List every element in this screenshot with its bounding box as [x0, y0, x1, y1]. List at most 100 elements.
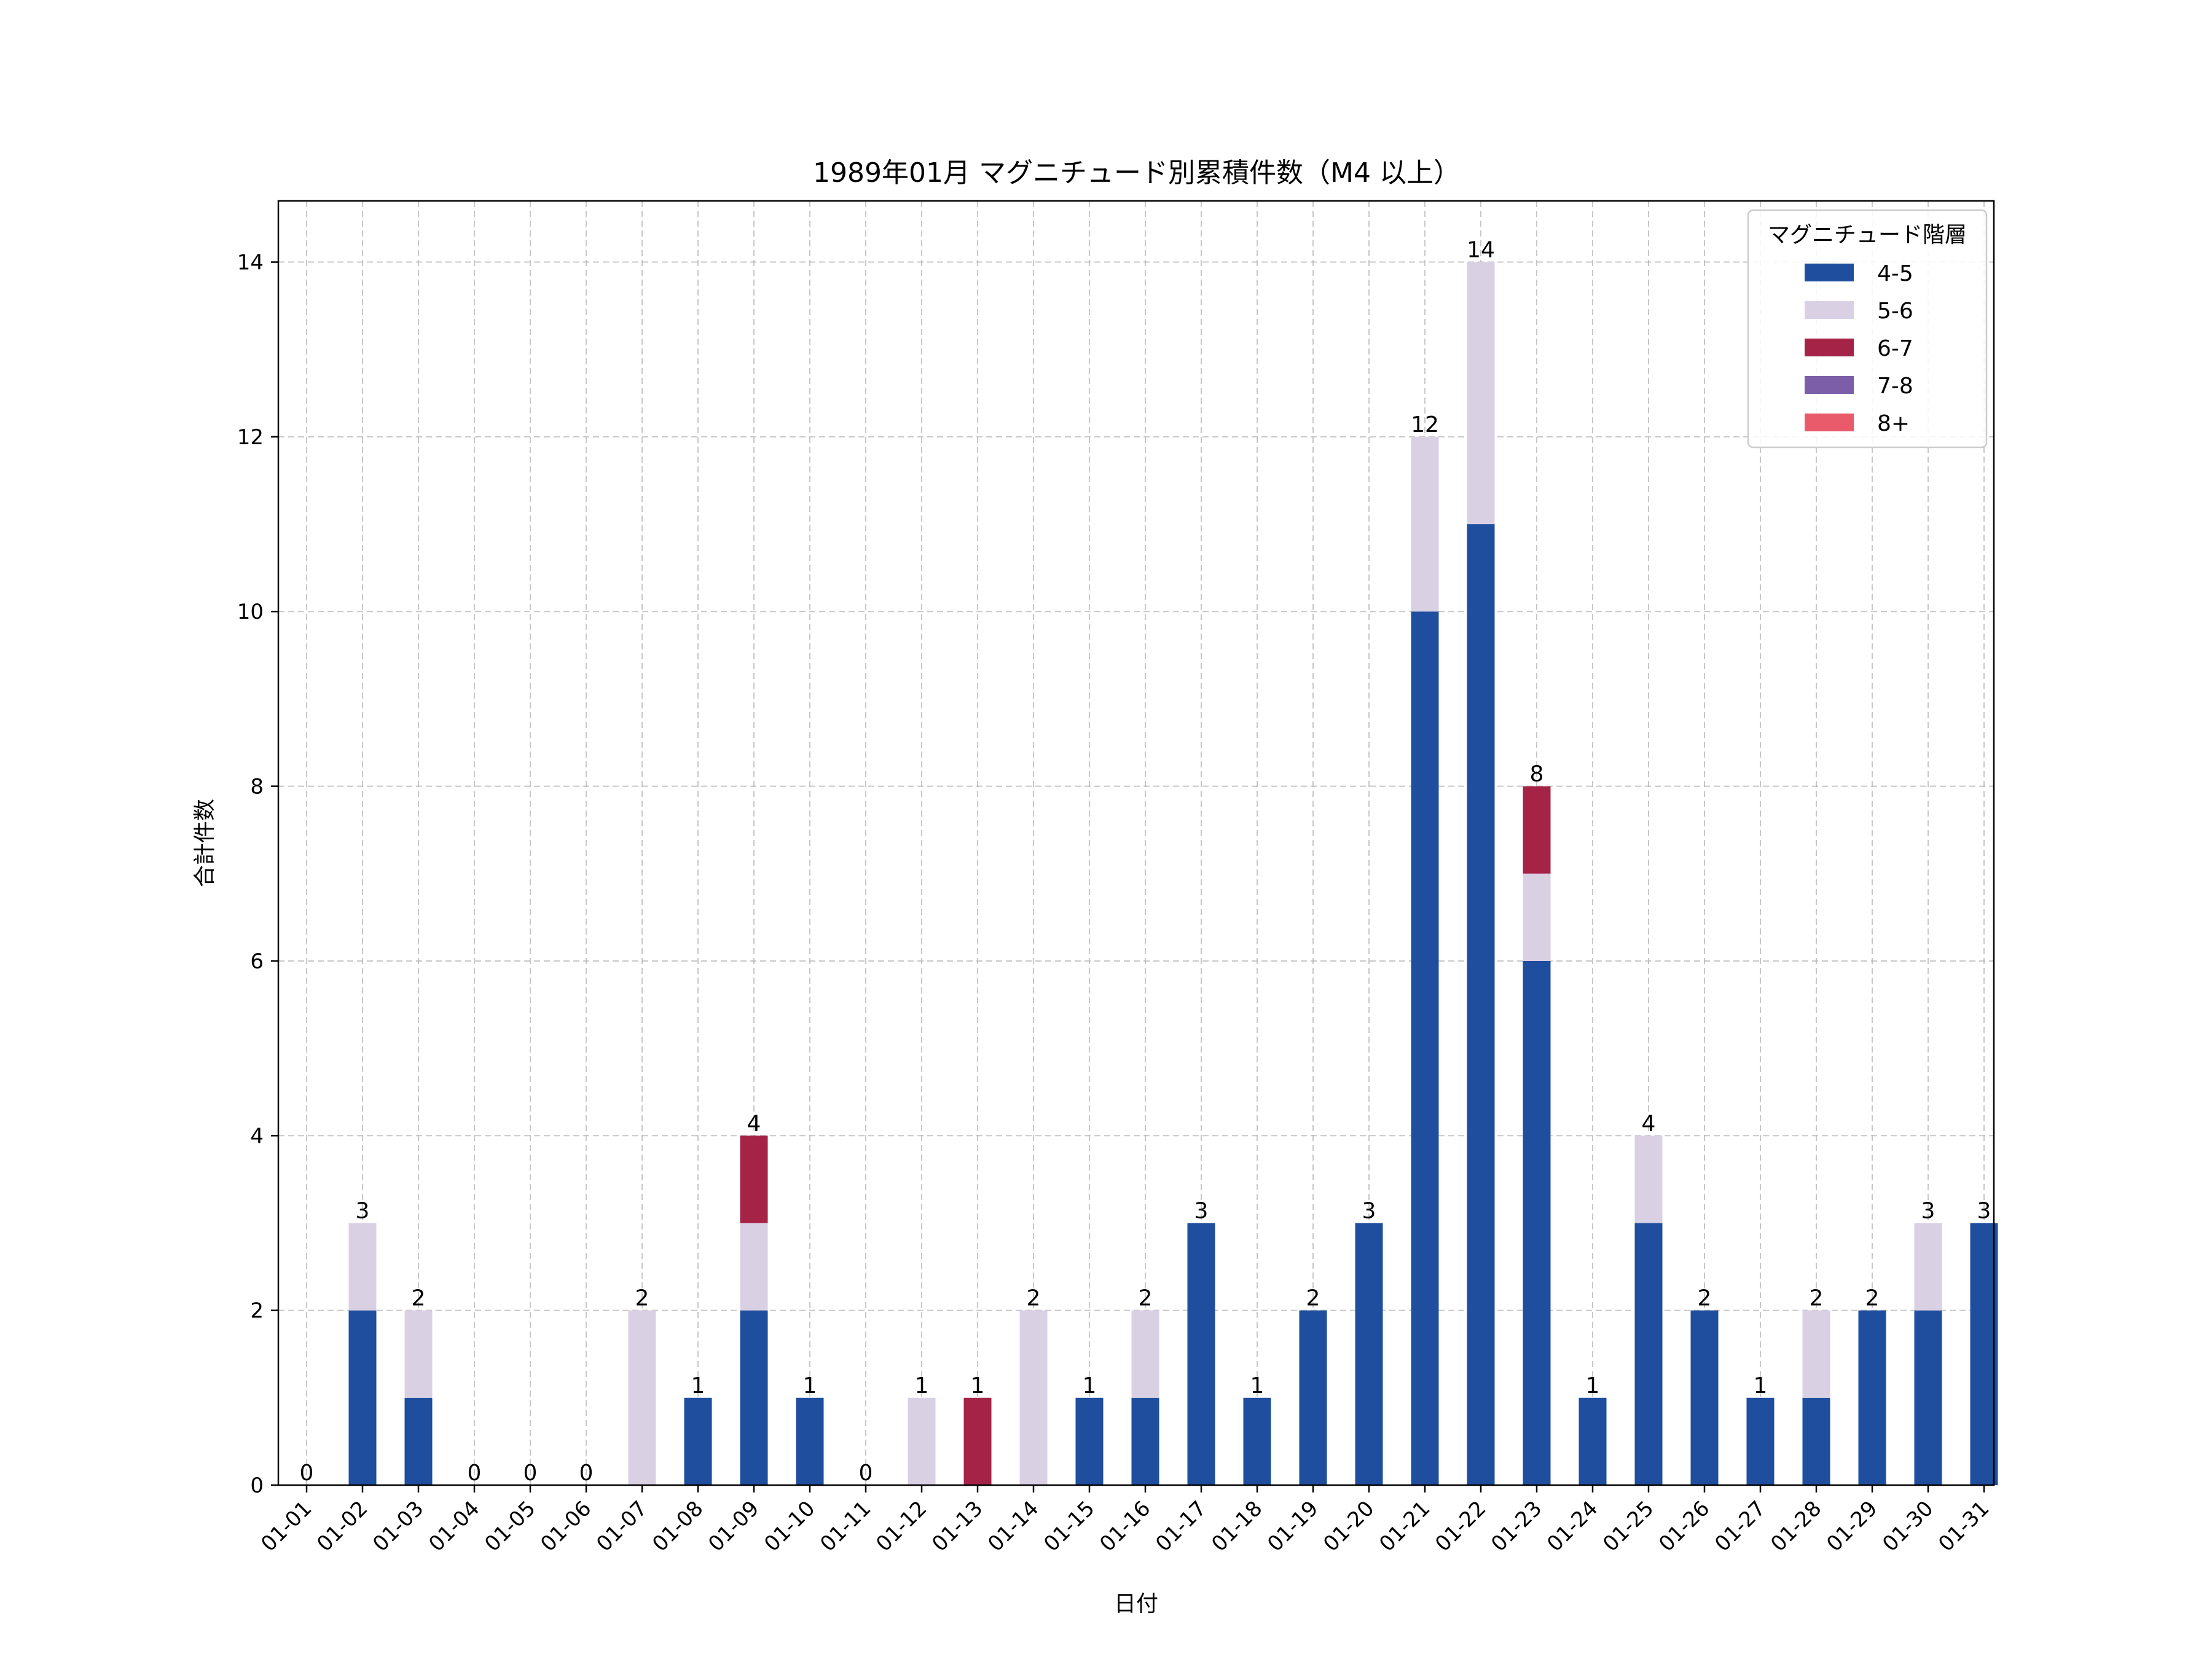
y-tick-label: 10	[237, 600, 264, 624]
bar-segment	[1411, 436, 1439, 612]
x-tick-label: 01-15	[1039, 1496, 1099, 1556]
value-label: 1	[971, 1373, 985, 1398]
x-tick-label: 01-28	[1766, 1496, 1826, 1556]
legend-label: 6-7	[1877, 336, 1913, 361]
value-label: 12	[1411, 412, 1439, 437]
value-label: 0	[524, 1461, 538, 1486]
y-axis: 0 2 4 6 8 10 12 14	[237, 251, 278, 1498]
x-tick-label: 01-08	[648, 1496, 708, 1556]
bar-segment	[1634, 1135, 1663, 1223]
value-label: 0	[579, 1461, 594, 1486]
legend-swatch	[1805, 264, 1854, 281]
value-label: 1	[803, 1373, 817, 1398]
x-tick-label: 01-03	[368, 1496, 428, 1556]
bar-segment	[740, 1310, 768, 1485]
value-label: 3	[1921, 1198, 1936, 1223]
bar-segment	[1802, 1310, 1830, 1398]
value-label: 2	[635, 1286, 649, 1311]
value-label: 1	[915, 1373, 929, 1398]
bars	[348, 262, 1998, 1486]
value-label: 4	[747, 1111, 761, 1136]
grid	[278, 201, 1994, 1486]
legend-label: 8+	[1877, 411, 1910, 436]
bar-segment	[348, 1223, 377, 1311]
bar-segment	[404, 1397, 433, 1485]
x-tick-label: 01-01	[256, 1496, 316, 1556]
bar-segment	[1131, 1397, 1159, 1485]
bar-segment	[1690, 1310, 1719, 1485]
value-label: 2	[1027, 1286, 1041, 1311]
x-tick-label: 01-07	[592, 1496, 652, 1556]
y-tick-label: 12	[237, 425, 264, 450]
x-tick-label: 01-04	[424, 1496, 484, 1556]
value-label: 1	[1250, 1373, 1265, 1398]
x-tick-label: 01-19	[1263, 1496, 1323, 1556]
bar-segment	[1523, 786, 1551, 874]
value-label: 2	[412, 1286, 426, 1311]
legend-items: 4-5 5-6 6-7 7-8 8+	[1805, 261, 1913, 436]
y-tick-label: 0	[250, 1473, 264, 1498]
value-label: 0	[468, 1461, 482, 1486]
value-label: 4	[1642, 1111, 1656, 1136]
y-tick-label: 2	[250, 1299, 264, 1324]
value-label: 2	[1810, 1286, 1824, 1311]
value-label: 8	[1530, 762, 1544, 787]
legend-swatch	[1805, 376, 1854, 394]
x-axis: 01-0101-0201-0301-0401-0501-0601-0701-08…	[256, 1485, 1994, 1556]
bar-segment	[1523, 873, 1551, 961]
x-tick-label: 01-11	[815, 1496, 876, 1556]
x-tick-label: 01-13	[927, 1496, 987, 1556]
legend-label: 7-8	[1877, 374, 1913, 399]
value-label: 1	[1586, 1373, 1600, 1398]
x-axis-label: 日付	[1114, 1591, 1158, 1617]
x-tick-label: 01-24	[1542, 1496, 1602, 1556]
bar-segment	[908, 1397, 936, 1485]
legend-swatch	[1805, 339, 1854, 356]
legend-swatch	[1805, 414, 1854, 431]
plot-frame	[277, 200, 1995, 1486]
x-tick-label: 01-06	[536, 1496, 596, 1556]
bar-segment	[1802, 1397, 1830, 1485]
x-tick-label: 01-14	[983, 1496, 1043, 1556]
value-label: 1	[1083, 1373, 1097, 1398]
value-label: 0	[859, 1461, 873, 1486]
y-tick-label: 14	[237, 251, 264, 275]
bar-segment	[1131, 1310, 1159, 1398]
bar-segment	[963, 1397, 992, 1485]
bar-segment	[348, 1310, 377, 1485]
bar-segment	[740, 1223, 768, 1311]
bar-segment	[1243, 1397, 1271, 1485]
x-tick-label: 01-02	[312, 1496, 372, 1556]
value-label: 2	[1139, 1286, 1153, 1311]
x-tick-label: 01-29	[1822, 1496, 1882, 1556]
bar-segment	[1299, 1310, 1327, 1485]
x-tick-label: 01-20	[1319, 1496, 1379, 1556]
bar-segment	[1019, 1310, 1048, 1485]
y-tick-label: 4	[250, 1124, 264, 1148]
bar-segment	[684, 1397, 712, 1485]
value-label: 2	[1865, 1286, 1880, 1311]
value-label: 2	[1306, 1286, 1320, 1311]
bar-segment	[740, 1135, 768, 1223]
bar-segment	[1858, 1310, 1886, 1485]
bar-segment	[628, 1310, 656, 1485]
x-tick-label: 01-22	[1430, 1496, 1491, 1556]
x-tick-label: 01-12	[871, 1496, 931, 1556]
chart-title: 1989年01月 マグニチュード別累積件数（M4 以上）	[813, 157, 1461, 189]
x-tick-label: 01-27	[1710, 1496, 1770, 1556]
legend-swatch	[1805, 301, 1854, 319]
bar-segment	[404, 1310, 433, 1398]
x-tick-label: 01-18	[1207, 1496, 1267, 1556]
legend-label: 4-5	[1877, 261, 1913, 286]
bar-segment	[1411, 611, 1439, 1486]
x-tick-label: 01-23	[1486, 1496, 1547, 1556]
value-label: 3	[356, 1198, 370, 1223]
bar-segment	[1914, 1310, 1942, 1485]
x-tick-label: 01-09	[704, 1496, 764, 1556]
bar-segment	[796, 1397, 824, 1485]
value-label: 3	[1194, 1198, 1209, 1223]
bar-segment	[1075, 1397, 1104, 1485]
x-tick-label: 01-10	[759, 1496, 820, 1556]
